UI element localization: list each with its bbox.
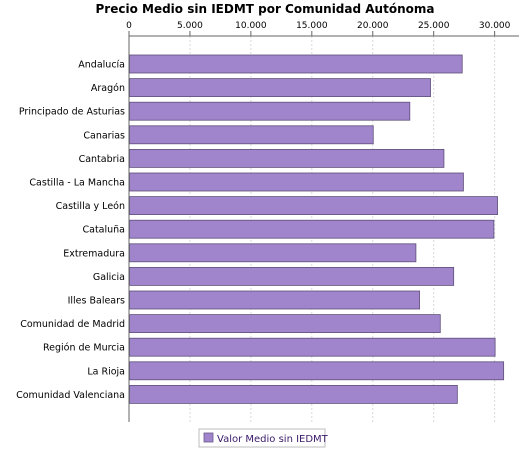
category-label: Illes Balears (68, 296, 125, 307)
bar[interactable] (129, 266, 455, 286)
bar[interactable] (129, 219, 495, 239)
x-tick-label: 30.000 (479, 21, 511, 31)
x-tick-label: 0 (126, 21, 132, 31)
bar[interactable] (129, 196, 498, 216)
category-labels: Andalucía Aragón Principado de Asturias Can… (16, 60, 125, 401)
category-label: Extremadura (63, 248, 125, 259)
legend-label-valor-medio: Valor Medio sin IEDMT (217, 434, 329, 445)
bar[interactable] (129, 125, 374, 145)
category-label: Región de Murcia (43, 343, 125, 354)
category-label: Comunidad Valenciana (16, 390, 125, 401)
bar[interactable] (129, 148, 445, 168)
category-label: Cantabria (79, 154, 125, 165)
legend[interactable]: Valor Medio sin IEDMT (198, 428, 329, 448)
bar[interactable] (129, 243, 417, 263)
bar[interactable] (129, 101, 411, 121)
bars-layer (129, 54, 505, 404)
category-label: Canarias (83, 130, 125, 141)
bar[interactable] (129, 314, 441, 334)
category-label: Cataluña (82, 225, 125, 236)
bar[interactable] (129, 337, 496, 357)
bar[interactable] (129, 361, 505, 381)
bar[interactable] (129, 290, 420, 310)
category-label: La Rioja (87, 366, 125, 377)
x-tick-label: 15.000 (296, 21, 328, 31)
bar[interactable] (129, 384, 458, 404)
x-tick-label: 20.000 (357, 21, 389, 31)
bar[interactable] (129, 54, 463, 74)
legend-swatch (203, 432, 214, 443)
x-tick-label: 25.000 (418, 21, 450, 31)
x-axis-ticks: 0 5.000 10.000 15.000 20.000 25.000 30.000 (126, 21, 519, 37)
legend-box (198, 428, 326, 448)
category-label: Comunidad de Madrid (20, 319, 125, 330)
x-tick-label: 5.000 (177, 21, 203, 31)
category-label: Castilla y León (56, 201, 125, 212)
bar[interactable] (129, 78, 431, 97)
category-label: Aragón (91, 83, 125, 94)
chart-title: Precio Medio sin IEDMT por Comunidad Aut… (96, 2, 435, 16)
category-label: Galicia (93, 272, 125, 283)
category-label: Castilla - La Mancha (29, 178, 125, 189)
x-tick-label: 10.000 (235, 21, 267, 31)
bar[interactable] (129, 172, 464, 192)
category-label: Principado de Asturias (19, 107, 125, 118)
category-label: Andalucía (78, 60, 125, 71)
